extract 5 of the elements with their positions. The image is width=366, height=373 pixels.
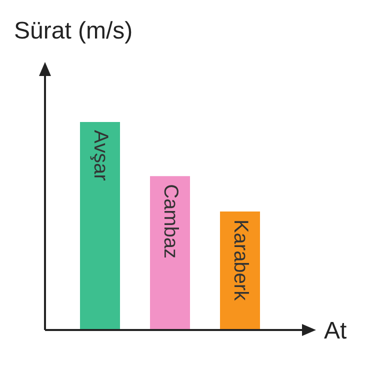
x-tick-label: Avşar <box>89 130 112 182</box>
x-tick-label: Cambaz <box>159 184 182 259</box>
y-axis-title: Sürat (m/s) <box>14 18 133 45</box>
x-tick-label: Karaberk <box>229 219 252 302</box>
x-axis-title: At <box>324 318 348 345</box>
